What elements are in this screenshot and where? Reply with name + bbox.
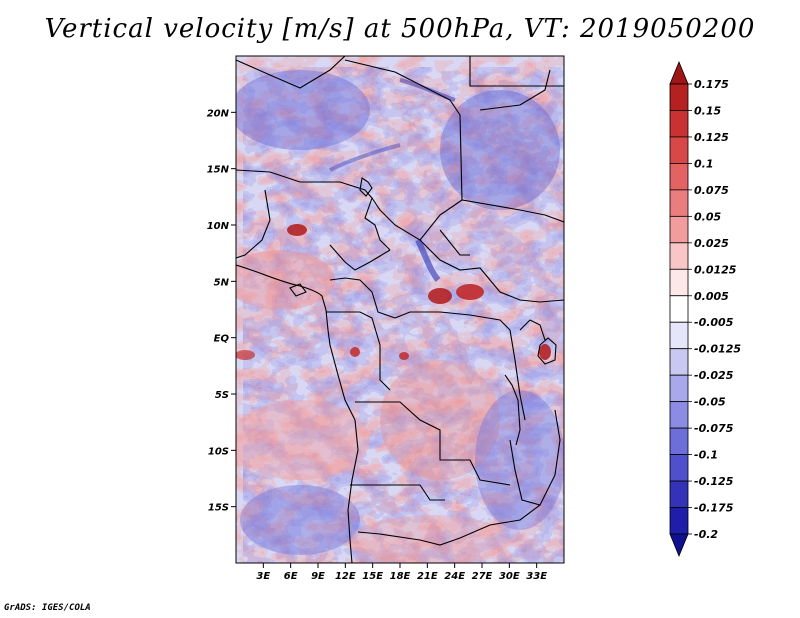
- lat-tick-label: 10S: [208, 446, 229, 457]
- lat-tick-label: 15N: [207, 165, 230, 176]
- colorbar-label: 0.125: [694, 131, 729, 144]
- colorbar-label: 0.0125: [694, 263, 737, 276]
- colorbar-label: -0.2: [694, 528, 718, 541]
- colorbar-label: 0.175: [694, 78, 729, 91]
- velocity-field: [236, 56, 564, 563]
- colorbar-bin: [669, 427, 689, 455]
- lat-tick-label: 5S: [215, 390, 229, 401]
- lon-tick-label: 27E: [472, 571, 493, 582]
- colorbar-bin: [669, 136, 689, 164]
- lon-tick-label: 15E: [362, 571, 383, 582]
- colorbar-bin: [669, 295, 689, 323]
- colorbar-label: -0.025: [694, 369, 734, 382]
- lat-tick-label: EQ: [214, 334, 230, 345]
- colorbar-bin: [669, 374, 689, 403]
- colorbar-label: -0.075: [694, 422, 734, 435]
- country-borders: [236, 56, 564, 563]
- colorbar-bin: [669, 110, 689, 138]
- colorbar-label: -0.125: [694, 475, 734, 488]
- lat-tick-label: 10N: [207, 221, 230, 232]
- colorbar-label: 0.1: [694, 157, 714, 170]
- colorbar-bin: [669, 268, 689, 297]
- colorbar-bottom-arrow: [669, 533, 689, 558]
- colorbar-label: 0.075: [694, 184, 729, 197]
- map-axes: 20N 15N 10N 5N EQ 5S 10S 15S 3E 6E 9E 12E 15E 18E 21E 2…: [207, 108, 548, 582]
- colorbar-label: -0.0125: [694, 343, 741, 356]
- colorbar-bin: [669, 83, 689, 111]
- colorbar-label: 0.15: [694, 104, 721, 117]
- colorbar-bin: [669, 507, 689, 535]
- lon-tick-label: 33E: [526, 571, 547, 582]
- lon-tick-label: 24E: [444, 571, 465, 582]
- colorbar-label: -0.05: [694, 396, 726, 409]
- colorbar-top-arrow: [669, 60, 689, 85]
- colorbar-label: 0.05: [694, 210, 721, 223]
- colorbar-bin: [669, 242, 689, 270]
- colorbar-bin: [669, 189, 689, 217]
- colorbar-bin: [669, 348, 689, 376]
- colorbar-bin: [669, 163, 689, 191]
- colorbar-bin: [669, 321, 689, 350]
- lon-tick-label: 3E: [256, 571, 270, 582]
- map-title: Vertical velocity [m/s] at 500hPa, VT: 2…: [44, 14, 756, 44]
- colorbar-bin: [669, 215, 689, 244]
- colorbar: 0.175 0.15 0.125 0.1 0.075 0.05 0.025 0.0125 0.0…: [669, 60, 741, 558]
- colorbar-label: 0.005: [694, 290, 729, 303]
- lat-tick-label: 5N: [214, 277, 230, 288]
- colorbar-label: 0.025: [694, 237, 729, 250]
- lon-tick-label: 9E: [311, 571, 325, 582]
- lon-tick-label: 21E: [417, 571, 438, 582]
- colorbar-label: -0.1: [694, 449, 718, 462]
- lon-tick-label: 6E: [284, 571, 298, 582]
- lat-tick-label: 15S: [208, 503, 229, 514]
- colorbar-bin: [669, 480, 689, 508]
- lon-tick-label: 12E: [335, 571, 356, 582]
- colorbar-bin: [669, 454, 689, 482]
- lon-tick-label: 18E: [390, 571, 411, 582]
- colorbar-bin: [669, 401, 689, 429]
- credit-label: GrADS: IGES/COLA: [4, 603, 91, 613]
- lon-tick-label: 30E: [499, 571, 520, 582]
- colorbar-label: -0.175: [694, 502, 734, 515]
- colorbar-label: -0.005: [694, 316, 734, 329]
- lat-tick-label: 20N: [207, 108, 230, 119]
